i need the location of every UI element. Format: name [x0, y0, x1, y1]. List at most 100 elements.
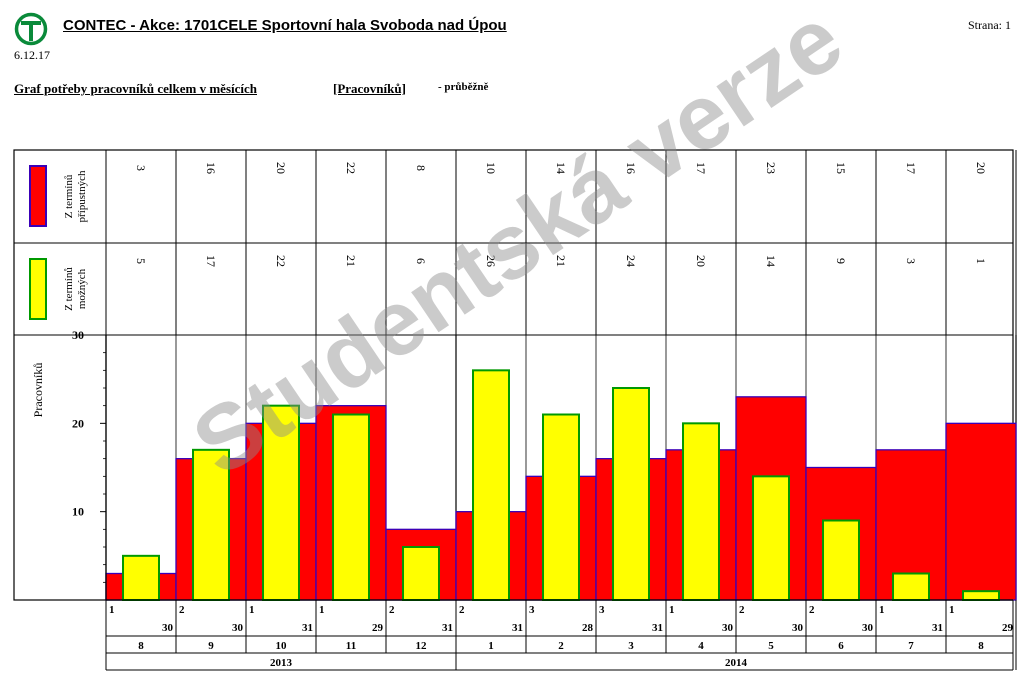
- table-value-label: 3: [904, 258, 918, 264]
- table-value-label: 17: [694, 162, 708, 174]
- table-value-label: 23: [764, 162, 778, 174]
- day-end-label: 31: [652, 622, 663, 634]
- bar-red: [945, 422, 1017, 601]
- day-end-label: 29: [1002, 622, 1014, 634]
- table-value-label: 14: [554, 162, 568, 174]
- day-end-label: 31: [512, 622, 523, 634]
- month-label: 8: [138, 640, 144, 652]
- day-end-label: 31: [932, 622, 943, 634]
- day-end-label: 30: [232, 622, 244, 634]
- legend-label-line: Z termínů: [63, 267, 75, 311]
- table-value-label: 14: [764, 255, 778, 267]
- table-value-label: 17: [204, 255, 218, 267]
- table-value-label: 21: [554, 255, 568, 267]
- month-label: 11: [346, 640, 356, 652]
- bar-yellow: [822, 519, 860, 601]
- day-end-label: 30: [792, 622, 804, 634]
- legend-label-line: Z termínů: [63, 174, 75, 218]
- day-start-label: 3: [529, 604, 535, 616]
- bar-yellow: [962, 590, 1000, 602]
- table-value-label: 3: [134, 165, 148, 171]
- chart-unit: [Pracovníků]: [333, 81, 406, 96]
- table-value-label: 8: [414, 165, 428, 171]
- table-value-label: 5: [134, 258, 148, 264]
- table-value-label: 26: [484, 255, 498, 267]
- table-value-label: 9: [834, 258, 848, 264]
- y-tick-label: 10: [72, 505, 84, 519]
- day-end-label: 30: [722, 622, 734, 634]
- day-end-label: 31: [442, 622, 453, 634]
- day-start-label: 2: [739, 604, 745, 616]
- bar-yellow: [402, 546, 440, 601]
- month-label: 4: [698, 640, 704, 652]
- legend-label-line: přípustných: [76, 170, 88, 222]
- month-label: 8: [978, 640, 984, 652]
- month-label: 12: [416, 640, 428, 652]
- month-label: 5: [768, 640, 774, 652]
- table-value-label: 20: [974, 162, 988, 174]
- bar-yellow: [332, 413, 370, 601]
- day-start-label: 2: [179, 604, 185, 616]
- day-start-label: 1: [669, 604, 675, 616]
- table-value-label: 22: [344, 162, 358, 174]
- bar-yellow: [122, 554, 160, 601]
- day-end-label: 31: [302, 622, 313, 634]
- y-tick-label: 30: [72, 328, 84, 342]
- day-start-label: 1: [319, 604, 325, 616]
- bar-yellow: [542, 413, 580, 601]
- day-start-label: 1: [879, 604, 885, 616]
- day-end-label: 30: [162, 622, 174, 634]
- bar-yellow: [682, 422, 720, 602]
- month-label: 6: [838, 640, 844, 652]
- page-number: Strana: 1: [968, 18, 1011, 32]
- table-value-label: 16: [624, 162, 638, 174]
- day-start-label: 2: [389, 604, 395, 616]
- legend-swatch: [29, 165, 47, 227]
- day-start-label: 1: [249, 604, 255, 616]
- table-value-label: 17: [904, 162, 918, 174]
- legend-swatch: [29, 258, 47, 320]
- table-value-label: 1: [974, 258, 988, 264]
- table-value-label: 15: [834, 162, 848, 174]
- bar-yellow: [192, 448, 230, 602]
- bar-yellow: [892, 572, 930, 601]
- day-start-label: 1: [949, 604, 955, 616]
- table-value-label: 20: [694, 255, 708, 267]
- bar-yellow: [472, 369, 510, 602]
- table-value-label: 21: [344, 255, 358, 267]
- bar-yellow: [612, 387, 650, 601]
- contec-logo-icon: [14, 12, 48, 46]
- chart-mode: - průběžně: [438, 81, 489, 93]
- year-label: 2014: [725, 657, 748, 669]
- bar-yellow: [262, 404, 300, 601]
- year-label: 2013: [270, 657, 293, 669]
- legend-label-line: možných: [76, 268, 88, 309]
- day-end-label: 29: [372, 622, 384, 634]
- table-value-label: 6: [414, 258, 428, 264]
- table-value-label: 22: [274, 255, 288, 267]
- month-label: 7: [908, 640, 914, 652]
- day-end-label: 28: [582, 622, 594, 634]
- report-title: CONTEC - Akce: 1701CELE Sportovní hala S…: [63, 17, 507, 34]
- month-label: 10: [276, 640, 288, 652]
- month-label: 3: [628, 640, 634, 652]
- legend-label: Z termínů přípustných: [63, 170, 88, 222]
- day-start-label: 1: [109, 604, 115, 616]
- report-date: 6.12.17: [14, 48, 50, 62]
- legend-label: Z termínů možných: [63, 267, 88, 311]
- month-label: 9: [208, 640, 214, 652]
- month-label: 2: [558, 640, 564, 652]
- day-start-label: 2: [459, 604, 465, 616]
- chart-title: Graf potřeby pracovníků celkem v měsícíc…: [14, 81, 257, 96]
- y-axis-label: Pracovníků: [31, 363, 45, 418]
- month-label: 1: [488, 640, 494, 652]
- table-value-label: 16: [204, 162, 218, 174]
- day-start-label: 2: [809, 604, 815, 616]
- table-value-label: 10: [484, 162, 498, 174]
- table-value-label: 24: [624, 255, 638, 267]
- y-tick-label: 20: [72, 416, 84, 430]
- bar-yellow: [752, 475, 790, 602]
- day-start-label: 3: [599, 604, 605, 616]
- table-value-label: 20: [274, 162, 288, 174]
